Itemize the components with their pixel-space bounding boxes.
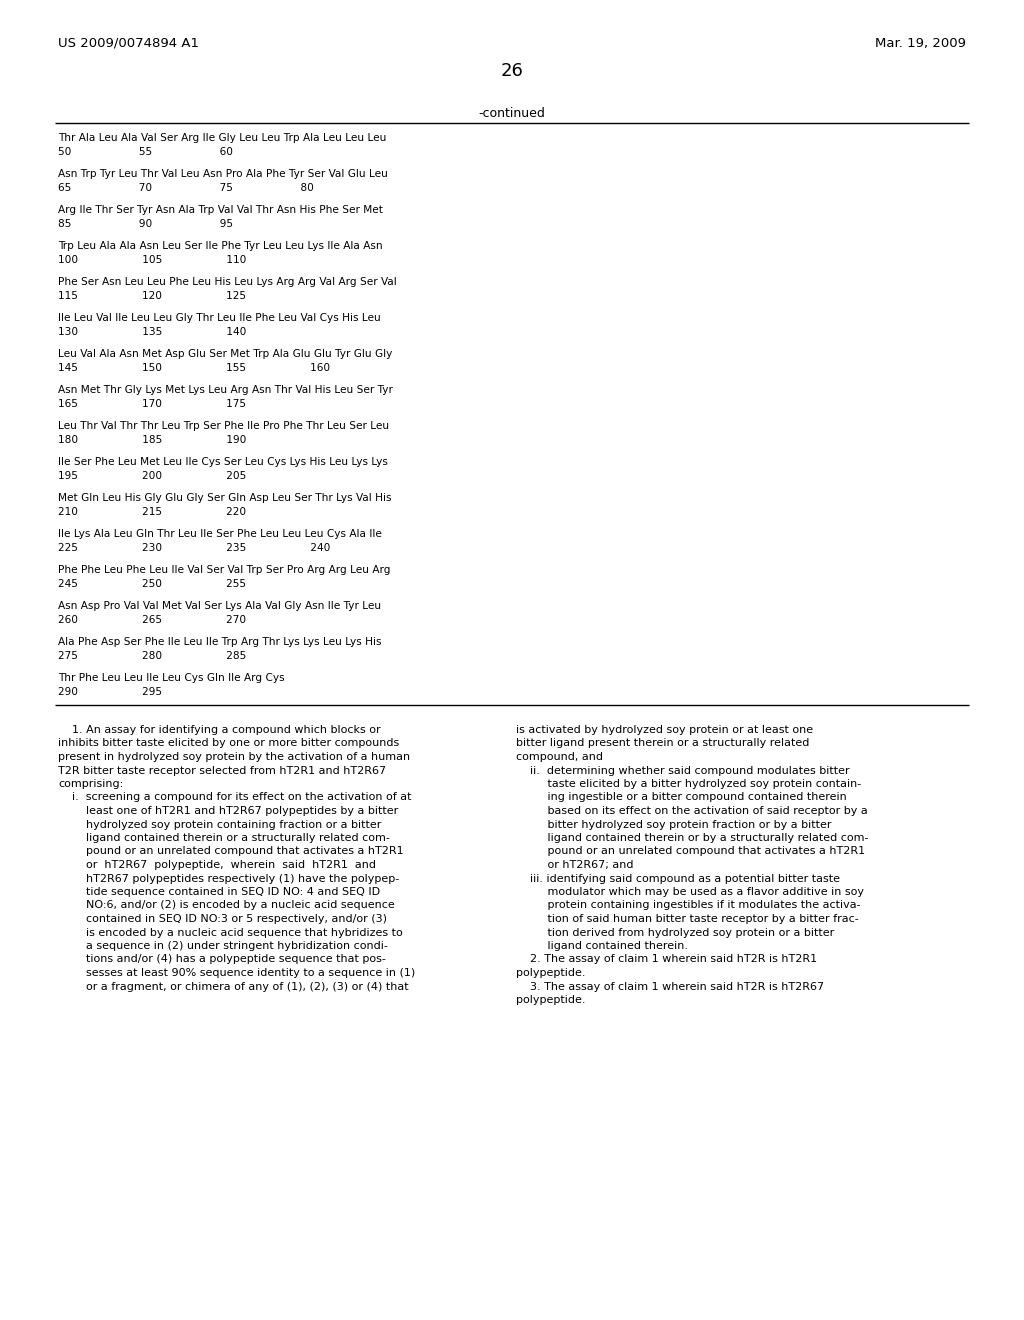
Text: 2. The assay of claim 1 wherein said hT2R is hT2R1: 2. The assay of claim 1 wherein said hT2… (516, 954, 817, 965)
Text: 3. The assay of claim 1 wherein said hT2R is hT2R67: 3. The assay of claim 1 wherein said hT2… (516, 982, 824, 991)
Text: 65                    70                    75                    80: 65 70 75 80 (58, 183, 314, 193)
Text: present in hydrolyzed soy protein by the activation of a human: present in hydrolyzed soy protein by the… (58, 752, 411, 762)
Text: compound, and: compound, and (516, 752, 603, 762)
Text: T2R bitter taste receptor selected from hT2R1 and hT2R67: T2R bitter taste receptor selected from … (58, 766, 386, 776)
Text: 180                   185                   190: 180 185 190 (58, 436, 247, 445)
Text: 290                   295: 290 295 (58, 686, 162, 697)
Text: polypeptide.: polypeptide. (516, 968, 586, 978)
Text: 26: 26 (501, 62, 523, 81)
Text: 165                   170                   175: 165 170 175 (58, 399, 246, 409)
Text: contained in SEQ ID NO:3 or 5 respectively, and/or (3): contained in SEQ ID NO:3 or 5 respective… (58, 913, 387, 924)
Text: Trp Leu Ala Ala Asn Leu Ser Ile Phe Tyr Leu Leu Lys Ile Ala Asn: Trp Leu Ala Ala Asn Leu Ser Ile Phe Tyr … (58, 242, 383, 251)
Text: US 2009/0074894 A1: US 2009/0074894 A1 (58, 37, 199, 50)
Text: taste elicited by a bitter hydrolyzed soy protein contain-: taste elicited by a bitter hydrolyzed so… (516, 779, 861, 789)
Text: protein containing ingestibles if it modulates the activa-: protein containing ingestibles if it mod… (516, 900, 860, 911)
Text: ligand contained therein or a structurally related com-: ligand contained therein or a structural… (58, 833, 390, 843)
Text: least one of hT2R1 and hT2R67 polypeptides by a bitter: least one of hT2R1 and hT2R67 polypeptid… (58, 807, 398, 816)
Text: 275                   280                   285: 275 280 285 (58, 651, 246, 661)
Text: -continued: -continued (478, 107, 546, 120)
Text: tide sequence contained in SEQ ID NO: 4 and SEQ ID: tide sequence contained in SEQ ID NO: 4 … (58, 887, 380, 898)
Text: Asn Met Thr Gly Lys Met Lys Leu Arg Asn Thr Val His Leu Ser Tyr: Asn Met Thr Gly Lys Met Lys Leu Arg Asn … (58, 385, 393, 395)
Text: or a fragment, or chimera of any of (1), (2), (3) or (4) that: or a fragment, or chimera of any of (1),… (58, 982, 409, 991)
Text: tion derived from hydrolyzed soy protein or a bitter: tion derived from hydrolyzed soy protein… (516, 928, 835, 937)
Text: 195                   200                   205: 195 200 205 (58, 471, 246, 480)
Text: Arg Ile Thr Ser Tyr Asn Ala Trp Val Val Thr Asn His Phe Ser Met: Arg Ile Thr Ser Tyr Asn Ala Trp Val Val … (58, 205, 383, 215)
Text: 50                    55                    60: 50 55 60 (58, 147, 233, 157)
Text: a sequence in (2) under stringent hybridization condi-: a sequence in (2) under stringent hybrid… (58, 941, 388, 950)
Text: Leu Thr Val Thr Thr Leu Trp Ser Phe Ile Pro Phe Thr Leu Ser Leu: Leu Thr Val Thr Thr Leu Trp Ser Phe Ile … (58, 421, 389, 432)
Text: 245                   250                   255: 245 250 255 (58, 579, 246, 589)
Text: 210                   215                   220: 210 215 220 (58, 507, 246, 517)
Text: comprising:: comprising: (58, 779, 123, 789)
Text: Asn Asp Pro Val Val Met Val Ser Lys Ala Val Gly Asn Ile Tyr Leu: Asn Asp Pro Val Val Met Val Ser Lys Ala … (58, 601, 381, 611)
Text: or  hT2R67  polypeptide,  wherein  said  hT2R1  and: or hT2R67 polypeptide, wherein said hT2R… (58, 861, 376, 870)
Text: Ile Lys Ala Leu Gln Thr Leu Ile Ser Phe Leu Leu Leu Cys Ala Ile: Ile Lys Ala Leu Gln Thr Leu Ile Ser Phe … (58, 529, 382, 539)
Text: 100                   105                   110: 100 105 110 (58, 255, 247, 265)
Text: 115                   120                   125: 115 120 125 (58, 290, 246, 301)
Text: Leu Val Ala Asn Met Asp Glu Ser Met Trp Ala Glu Glu Tyr Glu Gly: Leu Val Ala Asn Met Asp Glu Ser Met Trp … (58, 348, 392, 359)
Text: 130                   135                   140: 130 135 140 (58, 327, 247, 337)
Text: ligand contained therein.: ligand contained therein. (516, 941, 688, 950)
Text: ii.  determining whether said compound modulates bitter: ii. determining whether said compound mo… (516, 766, 850, 776)
Text: Asn Trp Tyr Leu Thr Val Leu Asn Pro Ala Phe Tyr Ser Val Glu Leu: Asn Trp Tyr Leu Thr Val Leu Asn Pro Ala … (58, 169, 388, 180)
Text: ing ingestible or a bitter compound contained therein: ing ingestible or a bitter compound cont… (516, 792, 847, 803)
Text: bitter hydrolyzed soy protein fraction or by a bitter: bitter hydrolyzed soy protein fraction o… (516, 820, 831, 829)
Text: 145                   150                   155                   160: 145 150 155 160 (58, 363, 330, 374)
Text: Mar. 19, 2009: Mar. 19, 2009 (874, 37, 966, 50)
Text: sesses at least 90% sequence identity to a sequence in (1): sesses at least 90% sequence identity to… (58, 968, 416, 978)
Text: 225                   230                   235                   240: 225 230 235 240 (58, 543, 331, 553)
Text: pound or an unrelated compound that activates a hT2R1: pound or an unrelated compound that acti… (516, 846, 865, 857)
Text: Phe Phe Leu Phe Leu Ile Val Ser Val Trp Ser Pro Arg Arg Leu Arg: Phe Phe Leu Phe Leu Ile Val Ser Val Trp … (58, 565, 390, 576)
Text: Ile Ser Phe Leu Met Leu Ile Cys Ser Leu Cys Lys His Leu Lys Lys: Ile Ser Phe Leu Met Leu Ile Cys Ser Leu … (58, 457, 388, 467)
Text: bitter ligand present therein or a structurally related: bitter ligand present therein or a struc… (516, 738, 809, 748)
Text: polypeptide.: polypeptide. (516, 995, 586, 1005)
Text: is encoded by a nucleic acid sequence that hybridizes to: is encoded by a nucleic acid sequence th… (58, 928, 402, 937)
Text: Phe Ser Asn Leu Leu Phe Leu His Leu Lys Arg Arg Val Arg Ser Val: Phe Ser Asn Leu Leu Phe Leu His Leu Lys … (58, 277, 396, 286)
Text: NO:6, and/or (2) is encoded by a nucleic acid sequence: NO:6, and/or (2) is encoded by a nucleic… (58, 900, 394, 911)
Text: inhibits bitter taste elicited by one or more bitter compounds: inhibits bitter taste elicited by one or… (58, 738, 399, 748)
Text: modulator which may be used as a flavor additive in soy: modulator which may be used as a flavor … (516, 887, 864, 898)
Text: i.  screening a compound for its effect on the activation of at: i. screening a compound for its effect o… (58, 792, 412, 803)
Text: 1. An assay for identifying a compound which blocks or: 1. An assay for identifying a compound w… (58, 725, 381, 735)
Text: pound or an unrelated compound that activates a hT2R1: pound or an unrelated compound that acti… (58, 846, 403, 857)
Text: tion of said human bitter taste receptor by a bitter frac-: tion of said human bitter taste receptor… (516, 913, 859, 924)
Text: hydrolyzed soy protein containing fraction or a bitter: hydrolyzed soy protein containing fracti… (58, 820, 381, 829)
Text: based on its effect on the activation of said receptor by a: based on its effect on the activation of… (516, 807, 867, 816)
Text: Ala Phe Asp Ser Phe Ile Leu Ile Trp Arg Thr Lys Lys Leu Lys His: Ala Phe Asp Ser Phe Ile Leu Ile Trp Arg … (58, 638, 382, 647)
Text: iii. identifying said compound as a potential bitter taste: iii. identifying said compound as a pote… (516, 874, 840, 883)
Text: Thr Phe Leu Leu Ile Leu Cys Gln Ile Arg Cys: Thr Phe Leu Leu Ile Leu Cys Gln Ile Arg … (58, 673, 285, 682)
Text: Thr Ala Leu Ala Val Ser Arg Ile Gly Leu Leu Trp Ala Leu Leu Leu: Thr Ala Leu Ala Val Ser Arg Ile Gly Leu … (58, 133, 386, 143)
Text: Ile Leu Val Ile Leu Leu Gly Thr Leu Ile Phe Leu Val Cys His Leu: Ile Leu Val Ile Leu Leu Gly Thr Leu Ile … (58, 313, 381, 323)
Text: ligand contained therein or by a structurally related com-: ligand contained therein or by a structu… (516, 833, 868, 843)
Text: 85                    90                    95: 85 90 95 (58, 219, 233, 228)
Text: is activated by hydrolyzed soy protein or at least one: is activated by hydrolyzed soy protein o… (516, 725, 813, 735)
Text: hT2R67 polypeptides respectively (1) have the polypep-: hT2R67 polypeptides respectively (1) hav… (58, 874, 399, 883)
Text: Met Gln Leu His Gly Glu Gly Ser Gln Asp Leu Ser Thr Lys Val His: Met Gln Leu His Gly Glu Gly Ser Gln Asp … (58, 492, 391, 503)
Text: 260                   265                   270: 260 265 270 (58, 615, 246, 624)
Text: tions and/or (4) has a polypeptide sequence that pos-: tions and/or (4) has a polypeptide seque… (58, 954, 386, 965)
Text: or hT2R67; and: or hT2R67; and (516, 861, 634, 870)
